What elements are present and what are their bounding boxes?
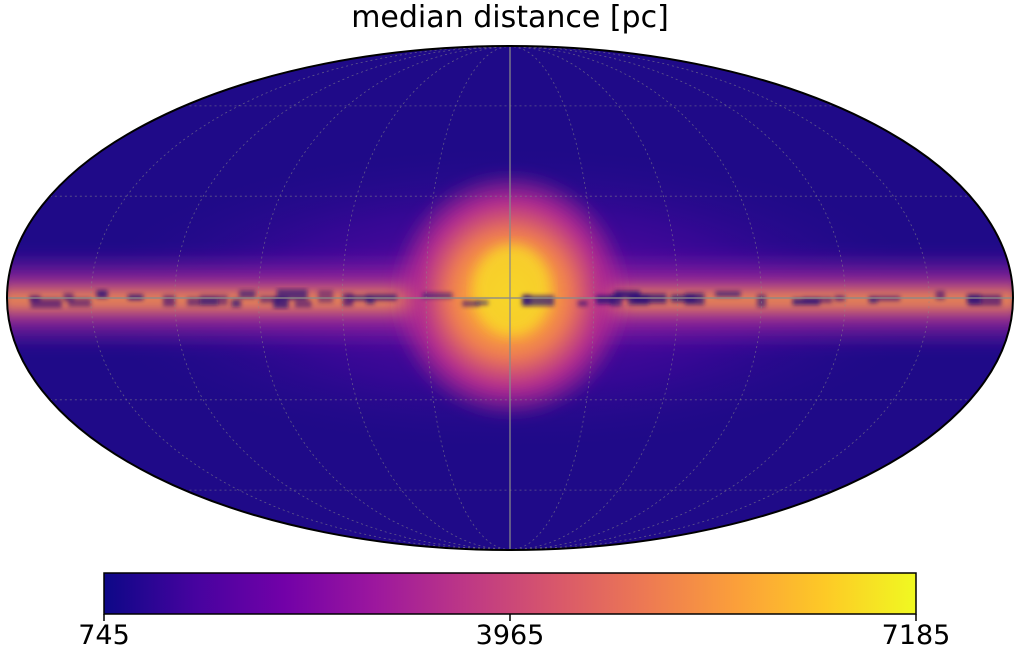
bulge-core xyxy=(474,245,550,335)
dust-patch xyxy=(96,290,108,299)
colorbar-tick-label: 7185 xyxy=(881,620,951,651)
dust-patch xyxy=(462,300,480,307)
dust-patch xyxy=(68,298,91,307)
dust-patch xyxy=(30,298,62,308)
dust-patch xyxy=(366,298,375,305)
dust-patch xyxy=(684,293,705,305)
dust-patch xyxy=(596,295,614,305)
dust-patch xyxy=(614,290,641,299)
dust-patch xyxy=(276,289,308,300)
dust-patch xyxy=(521,295,555,306)
dust-patch xyxy=(239,290,256,299)
dust-patch xyxy=(475,300,489,305)
dust-patch xyxy=(422,292,453,299)
dust-patch xyxy=(163,295,176,307)
graticule xyxy=(7,46,1013,550)
dust-patch xyxy=(757,294,766,308)
colorbar xyxy=(103,572,917,615)
colorbar-tick-label: 3965 xyxy=(475,620,545,651)
dust-patch xyxy=(318,290,333,303)
dust-patch xyxy=(231,299,241,308)
colorbar-tick-label: 745 xyxy=(78,620,130,651)
dust-patch xyxy=(802,297,833,303)
dust-patch xyxy=(295,300,312,308)
dust-patch xyxy=(968,294,1002,306)
dust-patch xyxy=(577,300,588,307)
dust-patch xyxy=(342,293,354,307)
dust-patch xyxy=(260,296,280,303)
colorbar-ticks xyxy=(103,614,917,621)
map-content xyxy=(7,46,1013,550)
dust-patch xyxy=(199,295,228,305)
dust-patch xyxy=(610,293,622,306)
dust-patch xyxy=(273,297,289,309)
dust-patch xyxy=(715,291,741,297)
chart-title: median distance [pc] xyxy=(351,0,669,35)
map-border xyxy=(6,45,1014,551)
dust-patch xyxy=(935,290,945,300)
